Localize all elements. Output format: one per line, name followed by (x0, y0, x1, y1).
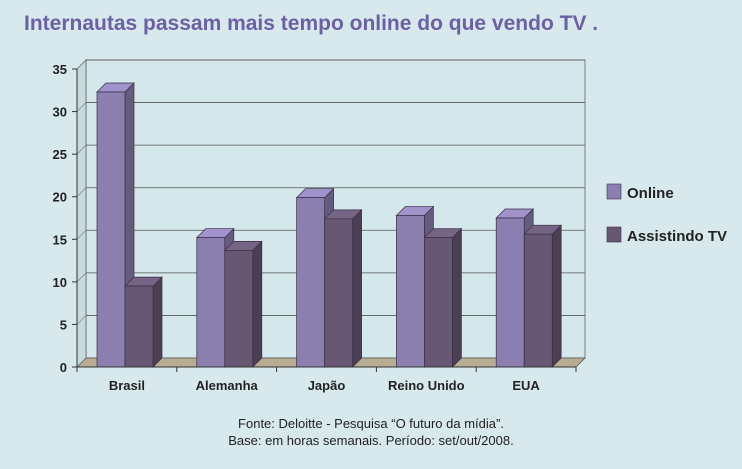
bar-front (396, 215, 425, 368)
y-tick-label: 35 (53, 62, 67, 77)
bar-side (252, 240, 263, 368)
legend: Online Assistindo TV (606, 183, 727, 245)
legend-label: Online (627, 185, 674, 202)
bar-front (96, 91, 126, 368)
gridline-diagonal (76, 102, 87, 112)
bar-assistindo-tv-reino-unido (423, 227, 463, 368)
legend-swatch (606, 183, 622, 200)
bar-front (523, 233, 553, 368)
bar-assistindo-tv-eua (523, 224, 563, 368)
bar-front (495, 217, 525, 368)
bar-side (551, 224, 562, 368)
bar-front (124, 285, 154, 368)
chart-title: Internautas passam mais tempo online do … (24, 12, 599, 35)
bar-assistindo-tv-japão (323, 209, 363, 368)
bar-front (224, 250, 254, 368)
legend-label: Assistindo TV (627, 228, 727, 245)
x-tick-label: Japão (308, 378, 346, 393)
y-tick-label: 10 (53, 275, 67, 290)
x-tick-label: Brasil (109, 378, 145, 393)
y-axis-ticks: 0 5 10 15 20 25 30 35 (53, 62, 78, 375)
bar-assistindo-tv-brasil (124, 276, 163, 368)
y-tick-label: 15 (53, 232, 67, 247)
y-tick-label: 30 (53, 105, 67, 120)
base-note: Base: em horas semanais. Período: set/ou… (228, 433, 514, 448)
gridline-diagonal (76, 230, 87, 240)
y-tick-label: 5 (60, 317, 67, 332)
x-tick-label: Reino Unido (388, 378, 465, 393)
gridline-diagonal (76, 59, 87, 70)
plot-side-wall (76, 59, 87, 368)
bars (96, 82, 563, 368)
y-tick-label: 0 (60, 360, 67, 375)
gridline-diagonal (76, 187, 87, 197)
x-tick-label: Alemanha (196, 378, 259, 393)
bar-front (196, 237, 226, 368)
bar-front (324, 218, 353, 368)
gridline-diagonal (76, 144, 87, 155)
bar-online-brasil (96, 82, 135, 368)
bar-front (296, 197, 325, 368)
gridline-diagonal (76, 272, 87, 283)
y-tick-label: 20 (53, 190, 67, 205)
y-tick-label: 25 (53, 147, 67, 162)
bar-side (452, 227, 462, 368)
x-axis-labels: Brasil Alemanha Japão Reino Unido EUA (76, 366, 577, 393)
bar-side (352, 209, 362, 368)
bar-assistindo-tv-alemanha (223, 240, 263, 368)
legend-swatch (606, 226, 622, 243)
bar-side (152, 276, 163, 368)
bar-front (424, 237, 453, 368)
gridline-diagonal (76, 315, 87, 325)
source-note: Fonte: Deloitte - Pesquisa “O futuro da … (238, 416, 504, 431)
x-tick-label: EUA (512, 378, 540, 393)
